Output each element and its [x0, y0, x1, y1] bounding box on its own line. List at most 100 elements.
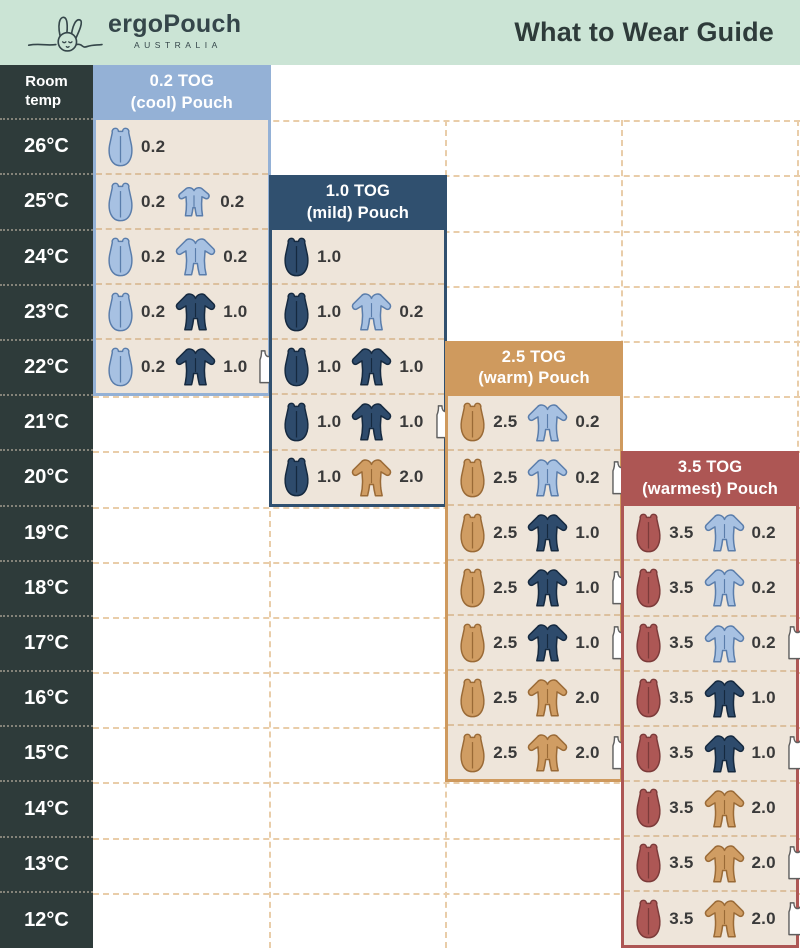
tog-value: 1.0: [399, 356, 424, 376]
tog-value: 0.2: [751, 577, 776, 597]
outfit-row-18c: 2.5 1.0: [448, 561, 620, 617]
panel-tog-3-5: 3.5 TOG (warmest) Pouch 3.5 0.2 3.5 0.2 3.5 0.2…: [621, 451, 799, 948]
tog-value: 0.2: [575, 467, 600, 487]
outfit-item: 0.2: [525, 401, 599, 444]
temp-label: 19°C: [0, 507, 93, 562]
outfit-item: 2.0: [525, 676, 599, 719]
panel-body: 1.0 1.0 0.2 1.0 1.0 1.0 1.0 1.0 2.0: [269, 230, 447, 507]
pouch-icon: [633, 512, 664, 554]
tog-value: 3.5: [669, 853, 694, 873]
outfit-item: 0.2: [702, 511, 776, 554]
outfit-row-19c: 3.5 0.2: [624, 506, 796, 562]
sleepsuit-icon: [702, 622, 747, 665]
outfit-row-22c: 0.2 1.0: [96, 340, 268, 393]
outfit-row-14c: 3.5 2.0: [624, 782, 796, 837]
tog-value: 1.0: [399, 411, 424, 431]
tog-value: 0.2: [141, 191, 166, 211]
top-bar: ergoPouch AUSTRALIA What to Wear Guide: [0, 0, 800, 65]
tog-value: 2.0: [751, 853, 776, 873]
sleepsuit-icon: [525, 676, 570, 719]
tog-value: 2.5: [493, 522, 518, 542]
ergopouch-rabbit-logo-icon: [27, 16, 103, 52]
sleepsuit-icon: [702, 897, 747, 940]
outfit-item: 1.0: [281, 291, 341, 333]
outfit-item: [784, 625, 800, 661]
tog-value: 2.5: [493, 687, 518, 707]
pouch-icon: [281, 291, 312, 333]
outfit-item: [784, 845, 800, 881]
singlet-icon: [784, 845, 800, 881]
temp-label: 16°C: [0, 672, 93, 728]
outfit-row-23c: 0.2 1.0: [96, 285, 268, 341]
temp-label: 26°C: [0, 120, 93, 176]
grid-column-line: [269, 120, 272, 948]
temp-column: Room temp 26°C 25°C 24°C 23°C 22°C 21°C 20°C 19°C…: [0, 65, 93, 948]
brand-name: ergoPouch: [108, 10, 242, 38]
outfit-row-15c: 3.5 1.0: [624, 727, 796, 782]
outfit-item: 0.2: [525, 456, 599, 499]
tog-value: 2.0: [751, 798, 776, 818]
outfit-item: 2.0: [702, 897, 776, 940]
tog-value: 1.0: [317, 411, 342, 431]
outfit-item: 0.2: [105, 346, 165, 388]
outfit-item: 1.0: [702, 677, 776, 720]
outfit-item: 1.0: [702, 732, 776, 775]
tog-value: 2.5: [493, 412, 518, 432]
panel-title: 0.2 TOG (cool) Pouch: [93, 65, 271, 120]
tog-value: 1.0: [223, 301, 248, 321]
temp-label: 13°C: [0, 838, 93, 893]
panel-title: 1.0 TOG (mild) Pouch: [269, 175, 447, 231]
outfit-item: 2.5: [457, 677, 517, 719]
panel-title: 2.5 TOG (warm) Pouch: [445, 340, 623, 396]
tog-value: 1.0: [317, 356, 342, 376]
sleepsuit-icon: [525, 511, 570, 554]
outfit-item: 3.5: [633, 567, 693, 609]
pouch-icon: [281, 346, 312, 388]
outfit-item: 1.0: [173, 290, 247, 333]
tog-value: 0.2: [141, 136, 166, 156]
page-title: What to Wear Guide: [514, 17, 774, 47]
panel-tog-2-5: 2.5 TOG (warm) Pouch 2.5 0.2 2.5 0.2 2.5 1.0 2.5…: [445, 340, 623, 783]
tog-value: 1.0: [575, 522, 600, 542]
temp-label: 20°C: [0, 451, 93, 507]
pouch-icon: [633, 842, 664, 884]
outfit-item: 2.5: [457, 457, 517, 499]
tog-value: 3.5: [669, 522, 694, 542]
tog-value: 2.0: [399, 467, 424, 487]
sleepsuit-icon: [702, 787, 747, 830]
tog-value: 0.2: [141, 356, 166, 376]
pouch-icon: [633, 787, 664, 829]
pouch-icon: [281, 456, 312, 498]
outfit-item: 2.5: [457, 567, 517, 609]
outfit-item: 3.5: [633, 677, 693, 719]
pouch-icon: [457, 677, 488, 719]
outfit-row-15c: 2.5 2.0: [448, 726, 620, 779]
outfit-row-13c: 3.5 2.0: [624, 837, 796, 892]
outfit-row-17c: 2.5 1.0: [448, 616, 620, 672]
outfit-row-24c: 1.0: [272, 230, 444, 286]
pouch-icon: [633, 567, 664, 609]
pouch-icon: [633, 677, 664, 719]
pouch-icon: [105, 236, 136, 278]
outfit-item: 0.2: [105, 236, 165, 278]
outfit-item: 1.0: [525, 621, 599, 664]
outfit-item: [784, 735, 800, 771]
outfit-item: 0.2: [702, 622, 776, 665]
outfit-item: 0.2: [349, 290, 423, 333]
pouch-icon: [281, 401, 312, 443]
sleepsuit-icon: [173, 290, 218, 333]
temp-label: 12°C: [24, 908, 69, 931]
outfit-item: 2.0: [525, 731, 599, 774]
pouch-icon: [633, 898, 664, 940]
tog-value: 1.0: [317, 467, 342, 487]
tog-value: 2.5: [493, 577, 518, 597]
pouch-icon: [105, 181, 136, 223]
sleepsuit-icon: [702, 511, 747, 554]
outfit-item: 2.5: [457, 622, 517, 664]
outfit-row-17c: 3.5 0.2: [624, 617, 796, 672]
outfit-item: 1.0: [281, 346, 341, 388]
sleepsuit-icon: [702, 677, 747, 720]
outfit-item: 3.5: [633, 898, 693, 940]
temp-label: 14°C: [0, 782, 93, 838]
outfit-item: 1.0: [173, 345, 247, 388]
